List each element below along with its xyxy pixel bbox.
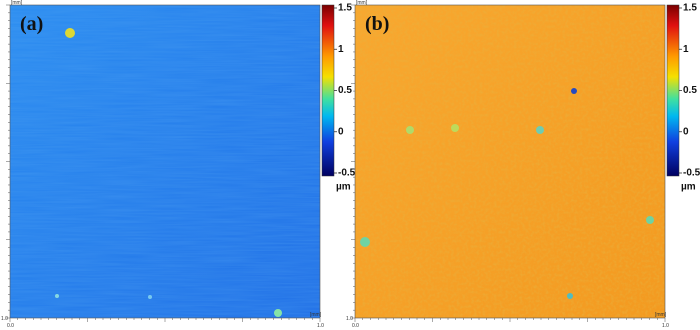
colorbar-tick-label: 0 <box>683 126 689 137</box>
x-axis-start: 0.0 <box>352 323 359 329</box>
surface-feature <box>571 88 577 94</box>
surface-feature <box>360 237 370 247</box>
x-axis-end: 1.0 <box>317 323 324 329</box>
x-axis-start: 0.0 <box>7 323 14 329</box>
y-axis-unit: [mm] <box>356 0 368 6</box>
surface-feature <box>55 294 59 298</box>
colorbar-tick-label: -0.5 <box>683 168 700 179</box>
surface-feature <box>274 309 282 317</box>
surface-feature <box>536 126 544 134</box>
colorbar-tick-label: 1 <box>683 44 689 55</box>
colorbar-tick-label: 1.5 <box>683 3 697 14</box>
surface-feature <box>646 216 654 224</box>
y-axis-unit: [mm] <box>11 0 23 6</box>
height-texture <box>10 5 320 318</box>
y-axis-end: 1.0 <box>1 316 8 322</box>
colorbar-tick-label: 0 <box>338 126 344 137</box>
colorbar-unit: µm <box>336 182 351 193</box>
panel-label: (b) <box>365 13 389 35</box>
surface-feature <box>406 126 414 134</box>
surface-feature <box>65 28 75 38</box>
height-texture <box>355 5 665 318</box>
x-axis-unit: [mm] <box>655 312 667 318</box>
colorbar-tick-label: 0.5 <box>338 85 352 96</box>
y-axis-end: 1.0 <box>346 316 353 322</box>
x-axis-end: 1.0 <box>662 323 669 329</box>
surface-feature <box>148 295 152 299</box>
colorbar-tick-label: 1.5 <box>338 3 352 14</box>
panel-label: (a) <box>20 13 43 35</box>
colorbar-tick-label: 1 <box>338 44 344 55</box>
surface-feature <box>451 124 459 132</box>
colorbar-unit: µm <box>681 182 696 193</box>
colorbar-tick-label: -0.5 <box>338 168 356 179</box>
colorbar <box>321 4 335 177</box>
colorbar <box>666 4 680 177</box>
x-axis-unit: [mm] <box>310 312 322 318</box>
colorbar-tick-label: 0.5 <box>683 85 697 96</box>
surface-feature <box>567 293 573 299</box>
